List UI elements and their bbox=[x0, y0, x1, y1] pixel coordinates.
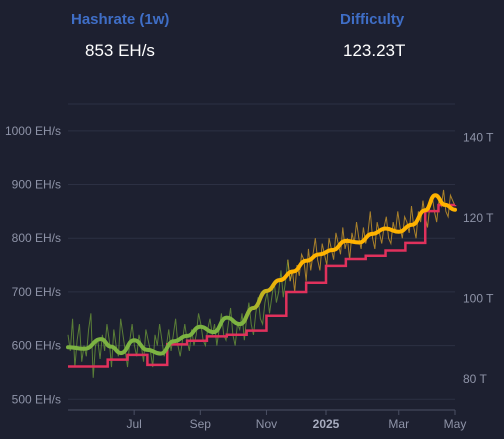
y-left-tick-label: 600 EH/s bbox=[12, 339, 61, 353]
y-left-tick-label: 1000 EH/s bbox=[5, 124, 61, 138]
y-left-tick-label: 900 EH/s bbox=[12, 178, 61, 192]
difficulty-step-line bbox=[68, 203, 457, 368]
hashrate-series bbox=[66, 193, 457, 356]
hashrate-title: Hashrate (1w) bbox=[71, 11, 170, 28]
x-tick-label: 2025 bbox=[313, 417, 340, 431]
y-right-tick-label: 140 T bbox=[463, 130, 494, 144]
y-right-tick-label: 80 T bbox=[463, 372, 487, 386]
difficulty-title: Difficulty bbox=[340, 11, 405, 28]
y-right-tick-label: 120 T bbox=[463, 211, 494, 225]
difficulty-value: 123.23T bbox=[343, 41, 406, 60]
daily-hashrate-line-early bbox=[67, 259, 293, 378]
y-right-tick-label: 100 T bbox=[463, 291, 494, 305]
x-tick-label: Nov bbox=[256, 417, 277, 431]
x-tick-label: Mar bbox=[388, 417, 409, 431]
x-tick-label: Jul bbox=[126, 417, 141, 431]
x-tick-label: Sep bbox=[190, 417, 212, 431]
axes: 500 EH/s 600 EH/s 700 EH/s 800 EH/s 900 EH/s… bbox=[5, 124, 494, 431]
x-tick-label: May bbox=[444, 417, 467, 431]
hashrate-smooth-line bbox=[66, 193, 457, 356]
grid-lines bbox=[68, 103, 455, 400]
daily-hashrate-line-late bbox=[287, 189, 456, 292]
y-left-tick-label: 800 EH/s bbox=[12, 231, 61, 245]
y-left-tick-label: 700 EH/s bbox=[12, 285, 61, 299]
y-left-tick-label: 500 EH/s bbox=[12, 392, 61, 406]
hashrate-value: 853 EH/s bbox=[85, 41, 155, 60]
difficulty-series bbox=[68, 203, 457, 368]
